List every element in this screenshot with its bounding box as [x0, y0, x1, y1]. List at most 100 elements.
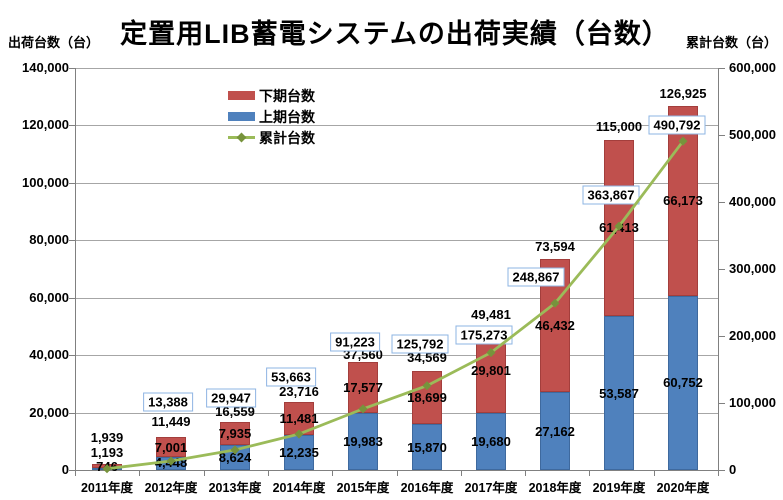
chart-legend: 下期台数 上期台数 累計台数 [228, 85, 315, 148]
grid-line [75, 125, 718, 127]
x-axis-category-label: 2016年度 [400, 481, 454, 495]
left-axis-tick-label: 100,000 [22, 174, 69, 190]
right-axis-tick [719, 202, 725, 203]
bar-segment-first-half [540, 392, 570, 470]
left-axis-tick-label: 0 [61, 462, 69, 477]
left-axis-tick [69, 240, 75, 242]
x-axis-category-label: 2013年度 [208, 481, 262, 495]
line-marker-diamond-icon [358, 404, 368, 414]
data-label-second-half: 11,481 [279, 410, 319, 426]
data-label-annual-total: 73,594 [535, 238, 575, 254]
data-label-first-half: 53,587 [599, 385, 639, 401]
bar-segment-second-half [156, 437, 186, 458]
x-axis-tick [267, 471, 269, 476]
right-axis-tick-label: 600,000 [729, 60, 776, 75]
right-axis-tick [719, 470, 725, 471]
legend-item-second-half: 下期台数 [228, 85, 315, 106]
x-axis-category-label: 2011年度 [80, 481, 134, 495]
bar-segment-first-half [348, 412, 378, 470]
data-label-second-half: 17,577 [343, 379, 383, 395]
x-axis-tick [203, 471, 205, 476]
data-label-annual-total: 23,716 [279, 383, 319, 399]
data-label-second-half: 7,001 [154, 439, 188, 455]
bar-segment-first-half [604, 316, 634, 470]
left-axis-tick-label: 120,000 [22, 117, 69, 133]
first-half-swatch-icon [228, 112, 255, 121]
grid-line [75, 68, 718, 69]
x-axis-category-label: 2015年度 [336, 481, 390, 495]
right-axis-tick [719, 269, 725, 270]
cumulative-label-box: 248,867 [507, 267, 565, 287]
x-axis-tick [525, 471, 527, 476]
right-axis-tick-label: 500,000 [729, 127, 776, 142]
x-axis-tick [75, 471, 76, 476]
x-axis-category-label: 2018年度 [528, 481, 582, 495]
legend-label-cumulative: 累計台数 [259, 129, 315, 146]
bar-segment-first-half [284, 434, 314, 470]
line-marker-diamond-icon [230, 445, 240, 455]
right-axis-tick-label: 100,000 [729, 395, 776, 410]
left-axis-tick-label: 80,000 [29, 232, 69, 248]
cumulative-line-path [106, 140, 685, 471]
right-axis-tick [719, 403, 725, 404]
data-label-second-half: 1,193 [90, 444, 124, 460]
right-axis-tick [719, 336, 725, 337]
data-label-annual-total: 126,925 [659, 85, 707, 101]
x-axis-line [75, 470, 719, 471]
left-axis-tick-label: 40,000 [29, 347, 69, 363]
data-label-first-half: 12,235 [279, 444, 319, 460]
grid-line [75, 182, 718, 184]
right-axis-tick [719, 135, 725, 136]
x-axis-category-label: 2019年度 [592, 481, 646, 495]
bar-segment-first-half [412, 424, 442, 470]
line-marker-diamond-icon [294, 429, 304, 439]
cumulative-label-box: 13,388 [143, 392, 193, 412]
cumulative-line-swatch-icon [228, 132, 255, 143]
x-axis-category-label: 2014年度 [272, 481, 326, 495]
left-axis-tick [69, 297, 75, 299]
left-axis-tick [69, 125, 75, 127]
left-axis-tick-label: 20,000 [29, 404, 69, 420]
data-label-first-half: 15,870 [407, 439, 447, 455]
data-label-first-half: 60,752 [663, 375, 703, 391]
grid-line [75, 240, 718, 242]
grid-line [75, 412, 718, 414]
right-axis-tick-label: 400,000 [729, 194, 776, 209]
x-axis-category-label: 2017年度 [464, 481, 518, 495]
cumulative-label-box: 490,792 [648, 115, 706, 135]
right-axis-unit-label: 累計台数（台） [685, 35, 777, 50]
left-axis-tick-label: 140,000 [22, 60, 69, 75]
data-label-annual-total: 11,449 [151, 413, 191, 429]
right-axis-tick-label: 0 [729, 462, 737, 477]
bar-segment-second-half [220, 422, 250, 446]
bar-segment-first-half [476, 413, 506, 470]
grid-line [75, 355, 718, 357]
data-label-annual-total: 49,481 [471, 306, 511, 322]
line-marker-diamond-icon [166, 456, 176, 466]
left-axis-tick [69, 470, 75, 471]
x-axis-tick [718, 471, 719, 476]
cumulative-label-box: 53,663 [266, 367, 316, 387]
cumulative-label-box: 29,947 [206, 388, 256, 408]
cumulative-line [102, 136, 688, 474]
right-axis-tick-label: 300,000 [729, 261, 776, 276]
second-half-swatch-icon [228, 91, 255, 100]
data-label-second-half: 46,432 [535, 317, 575, 333]
x-axis-tick [332, 471, 334, 476]
cumulative-label-box: 91,223 [330, 332, 380, 352]
data-label-first-half: 8,624 [218, 450, 252, 466]
x-axis-category-label: 2012年度 [144, 481, 198, 495]
x-axis-tick [589, 471, 591, 476]
x-axis-tick [460, 471, 462, 476]
line-marker-diamond-icon [102, 464, 112, 474]
legend-item-cumulative: 累計台数 [228, 127, 315, 148]
x-axis-tick [139, 471, 141, 476]
grid-line [75, 297, 718, 299]
left-axis-tick [69, 355, 75, 357]
data-label-second-half: 7,935 [218, 426, 252, 442]
x-axis-category-label: 2020年度 [656, 481, 710, 495]
left-axis-line [75, 68, 76, 470]
data-label-first-half: 27,162 [535, 423, 575, 439]
left-axis-tick [69, 412, 75, 414]
data-label-second-half: 29,801 [471, 363, 511, 379]
